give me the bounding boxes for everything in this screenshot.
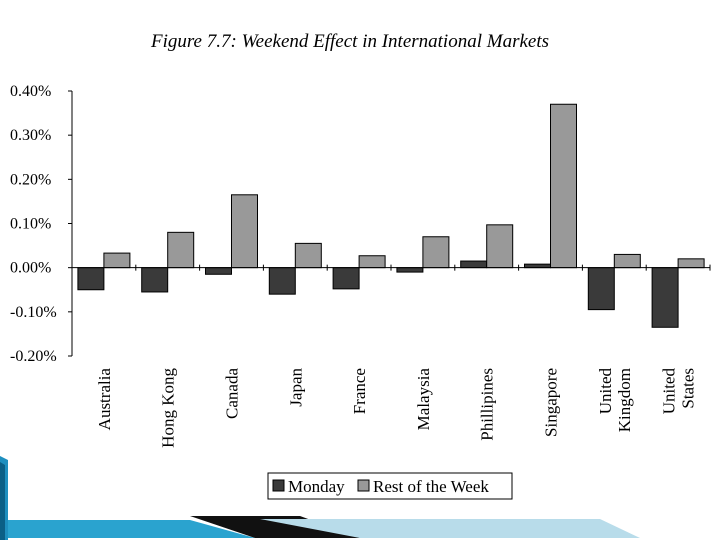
y-tick-label: 0.20% xyxy=(10,171,51,188)
legend: Monday Rest of the Week xyxy=(267,472,513,500)
category-label: Malaysia xyxy=(414,368,433,431)
bars xyxy=(77,103,705,328)
bar-monday xyxy=(332,267,360,290)
category-label: Singapore xyxy=(542,368,561,437)
category-label: Hong Kong xyxy=(159,368,178,448)
category-label: United xyxy=(596,368,615,415)
bar-monday xyxy=(524,263,551,269)
legend-label-monday: Monday xyxy=(288,477,345,496)
bar-rest-of-week xyxy=(486,224,514,269)
category-label: Canada xyxy=(223,368,242,419)
bar-monday xyxy=(141,267,169,293)
bar-rest-of-week xyxy=(294,242,322,269)
bar-rest-of-week xyxy=(358,255,386,269)
bar-monday xyxy=(268,267,296,295)
legend-box xyxy=(267,472,513,500)
bar-rest-of-week xyxy=(231,194,258,269)
y-tick-label: -0.10% xyxy=(10,304,57,321)
y-tick-label: 0.10% xyxy=(10,216,51,233)
category-label: States xyxy=(679,368,698,409)
chart-title: Figure 7.7: Weekend Effect in Internatio… xyxy=(150,31,549,52)
category-label: Japan xyxy=(286,368,305,407)
y-tick-label: 0.40% xyxy=(10,83,51,100)
category-label: France xyxy=(350,368,369,414)
bar-rest-of-week xyxy=(550,103,577,269)
y-tick-label: 0.30% xyxy=(10,127,51,144)
category-label: Australia xyxy=(95,368,114,431)
bar-rest-of-week xyxy=(103,252,131,269)
category-label: Kingdom xyxy=(615,368,634,432)
bar-monday xyxy=(205,267,232,275)
bar-rest-of-week xyxy=(677,258,705,269)
bar-rest-of-week xyxy=(167,231,195,269)
x-axis xyxy=(71,264,711,271)
category-labels: Australia Hong Kong Canada Japan France Malay… xyxy=(95,368,698,448)
category-label: Phillipines xyxy=(478,368,497,441)
bar-rest-of-week xyxy=(613,253,641,269)
bar-monday xyxy=(651,267,679,328)
bar-monday xyxy=(396,267,424,273)
category-label: United xyxy=(660,368,679,415)
bar-rest-of-week xyxy=(422,236,450,269)
bar-monday xyxy=(460,260,488,269)
legend-swatch-monday xyxy=(272,479,285,492)
y-tick-label: -0.20% xyxy=(10,348,57,365)
bar-monday xyxy=(587,267,615,311)
legend-swatch-rest-of-week xyxy=(357,479,370,492)
slide-decoration xyxy=(0,456,640,540)
bar-monday xyxy=(77,267,105,291)
y-axis: 0.40% 0.30% 0.20% 0.10% 0.00% -0.10% -0.20% xyxy=(10,83,73,365)
legend-label-rest-of-week: Rest of the Week xyxy=(373,477,489,496)
y-tick-label: 0.00% xyxy=(10,260,51,277)
